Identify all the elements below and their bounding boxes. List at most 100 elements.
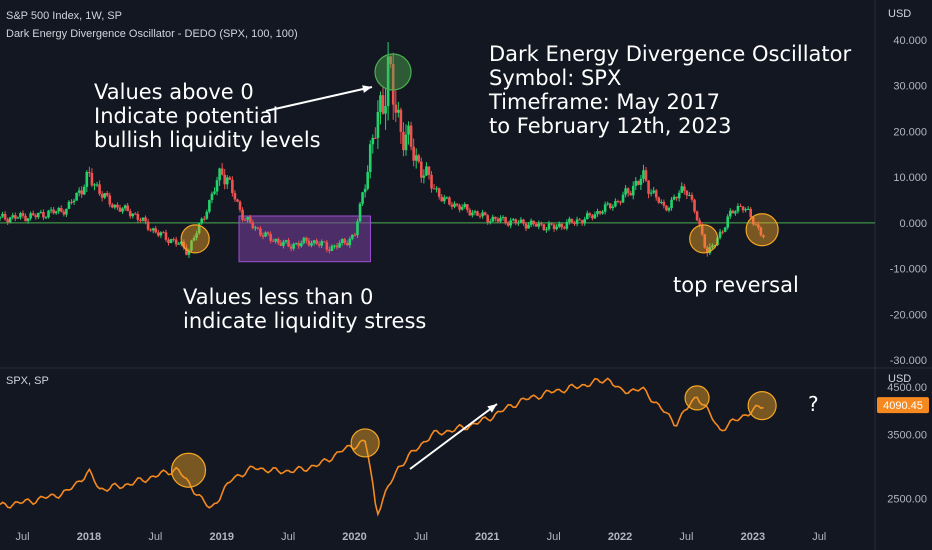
dedo-candle — [414, 155, 418, 161]
dedo-candle — [430, 174, 433, 189]
dedo-candle — [256, 227, 260, 229]
dedo-oscillator-series — [0, 42, 765, 258]
title-line-3: Timeframe: May 2017 — [489, 90, 720, 114]
arrow-to-peak — [265, 86, 373, 112]
dedo-candle — [149, 229, 152, 231]
dedo-candle — [532, 220, 535, 225]
dedo-candle — [721, 231, 724, 233]
dedo-candle — [711, 245, 714, 248]
title-line-4: to February 12th, 2023 — [489, 114, 732, 138]
lower-pane-symbol: SPX, SP — [6, 375, 49, 387]
dedo-candle — [93, 184, 96, 186]
dedo-candle — [389, 56, 392, 65]
dedo-candle — [39, 212, 43, 214]
dedo-candle — [294, 243, 298, 245]
circle-2018-low — [180, 224, 210, 254]
dedo-candle — [412, 146, 415, 161]
dedo-candle — [601, 211, 604, 214]
dedo-candle — [353, 234, 357, 236]
dedo-candle — [619, 201, 622, 203]
dedo-candle — [708, 247, 712, 254]
dedo-y-tick-7: -30.000 — [890, 355, 927, 367]
dedo-candle — [626, 188, 630, 194]
dedo-candle — [52, 209, 55, 214]
dedo-candle — [197, 223, 201, 234]
title-annotation: Dark Energy Divergence Oscillator Symbol… — [489, 42, 851, 138]
dedo-candle — [624, 188, 627, 195]
dedo-candle — [486, 215, 489, 223]
dedo-candle — [59, 208, 63, 212]
dedo-candle — [282, 241, 285, 246]
dedo-candle — [310, 242, 313, 246]
dedo-candle — [494, 216, 497, 219]
dedo-candle — [759, 227, 763, 236]
dedo-candle — [540, 223, 543, 225]
dedo-candle — [164, 232, 168, 240]
dedo-candle — [603, 204, 607, 212]
dedo-candle — [690, 195, 694, 200]
dedo-candle — [652, 190, 655, 193]
dedo-candle — [3, 213, 7, 220]
dedo-candle — [307, 240, 311, 246]
dedo-candle — [504, 217, 507, 224]
dedo-candle — [524, 223, 528, 229]
dedo-candle — [371, 137, 375, 145]
x-tick-10: Jul — [679, 531, 693, 543]
dedo-candle — [29, 213, 32, 219]
dedo-candle — [192, 237, 196, 241]
x-tick-6: Jul — [414, 531, 428, 543]
lower-currency-label: USD — [888, 373, 912, 385]
dedo-candle — [241, 209, 244, 220]
dedo-candle — [695, 211, 699, 221]
dedo-candle — [534, 224, 538, 227]
dedo-candle — [215, 180, 219, 192]
dedo-candle — [660, 201, 663, 203]
below-zero-line-2: indicate liquidity stress — [183, 309, 427, 333]
dedo-candle — [563, 227, 566, 229]
dedo-candle — [195, 233, 198, 238]
dedo-candle — [460, 207, 464, 210]
dedo-candle — [478, 215, 482, 217]
dedo-y-tick-0: 40.000 — [893, 35, 927, 47]
dedo-candle — [506, 223, 510, 226]
dedo-candle — [302, 237, 306, 244]
dedo-candle — [639, 178, 643, 185]
dedo-candle — [85, 171, 89, 187]
dedo-candle — [751, 217, 755, 225]
dedo-candle — [552, 224, 556, 230]
top-reversal-annotation: top reversal — [673, 273, 799, 297]
arrow-spx-trend-head — [487, 404, 497, 413]
dedo-candle — [580, 220, 584, 224]
dedo-candle — [157, 232, 160, 236]
dedo-candle — [57, 208, 61, 212]
x-tick-2: Jul — [148, 531, 162, 543]
dedo-candle — [363, 188, 367, 193]
spx-y-tick-1: 3500.00 — [887, 430, 927, 442]
dedo-candle — [134, 213, 137, 215]
dedo-candle — [287, 240, 290, 247]
dedo-candle — [16, 217, 20, 219]
dedo-candle — [269, 234, 272, 241]
dedo-candle — [496, 218, 500, 222]
x-tick-11: 2023 — [741, 531, 765, 543]
dedo-candle — [491, 216, 495, 222]
dedo-candle — [131, 213, 135, 217]
dedo-candle — [151, 228, 155, 231]
dedo-candle — [243, 219, 247, 221]
dedo-candle — [545, 229, 548, 231]
dedo-candle — [271, 240, 275, 242]
dedo-candle — [675, 196, 678, 199]
dedo-candle — [555, 226, 558, 230]
highlight-circles — [170, 53, 779, 488]
dedo-candle — [72, 200, 76, 203]
dedo-candle — [146, 221, 150, 230]
below-zero-line-1: Values less than 0 — [183, 285, 374, 309]
dedo-candle — [683, 186, 686, 191]
spx-y-tick-0: 4500.00 — [887, 382, 927, 394]
dedo-candle — [381, 95, 385, 114]
dedo-candle — [111, 204, 114, 208]
dedo-candle — [391, 64, 395, 105]
below-zero-annotation: Values less than 0 indicate liquidity st… — [183, 285, 426, 333]
dedo-candle — [432, 188, 436, 190]
